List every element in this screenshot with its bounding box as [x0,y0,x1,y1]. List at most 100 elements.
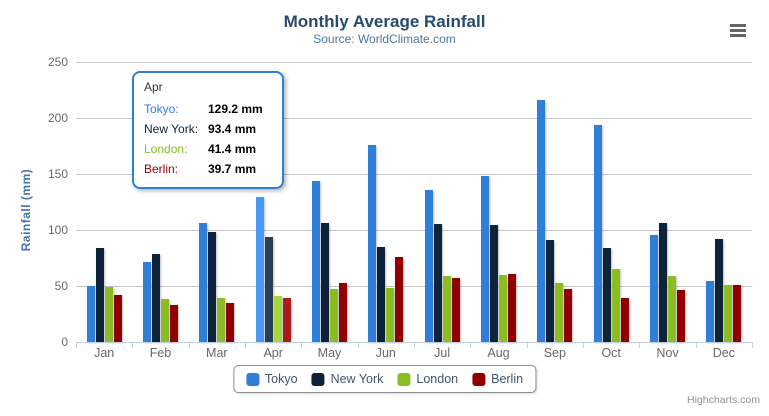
bar-new-york-mar[interactable] [208,231,217,342]
bar-london-may[interactable] [330,289,338,342]
legend: Tokyo New York London Berlin [232,365,537,393]
bar-berlin-sep[interactable] [564,288,573,342]
bar-tokyo-feb[interactable] [143,261,151,342]
x-axis-tick [639,342,641,348]
bar-new-york-jan[interactable] [95,248,104,342]
legend-swatch-london [397,372,411,386]
x-axis-tick [752,342,753,348]
bar-london-jan[interactable] [104,287,113,342]
bar-tokyo-apr[interactable] [255,197,264,342]
bar-new-york-feb[interactable] [152,253,160,342]
bar-new-york-aug[interactable] [490,225,498,342]
bar-new-york-oct[interactable] [602,248,611,342]
legend-item-new-york[interactable]: New York [311,372,384,386]
x-axis-tick [526,342,528,348]
bar-new-york-jul[interactable] [433,224,442,342]
tooltip-series-value: 129.2 mm [208,102,263,116]
tooltip: Apr Tokyo: 129.2 mm New York: 93.4 mm London… [132,71,284,189]
y-axis-label-200: 200 [47,111,68,125]
bar-new-york-jun[interactable] [377,247,386,342]
bar-tokyo-sep[interactable] [537,99,546,342]
bar-tokyo-jan[interactable] [86,286,95,342]
bar-new-york-sep[interactable] [546,239,555,342]
bar-berlin-jul[interactable] [451,277,460,342]
legend-swatch-new-york [311,372,325,386]
bar-berlin-oct[interactable] [620,298,629,342]
tooltip-series-value: 41.4 mm [208,142,257,156]
bar-london-sep[interactable] [555,283,564,342]
legend-item-london[interactable]: London [397,372,458,386]
bar-london-aug[interactable] [499,275,507,342]
bar-berlin-apr[interactable] [282,297,291,342]
chart-subtitle: Source: WorldClimate.com [313,32,456,46]
tooltip-row-new-york-: New York: 93.4 mm [144,119,272,139]
tooltip-row-tokyo-: Tokyo: 129.2 mm [144,99,272,119]
bar-tokyo-jun[interactable] [368,144,377,342]
x-axis-label-feb: Feb [149,346,172,360]
x-axis-label-jun: Jun [375,346,396,360]
tooltip-series-value: 93.4 mm [208,122,257,136]
bar-berlin-feb[interactable] [170,304,178,342]
legend-label: London [416,372,459,386]
x-axis-label-sep: Sep [543,346,566,360]
x-axis-tick [695,342,697,348]
tooltip-series-name: Berlin: [144,162,179,176]
bar-tokyo-aug[interactable] [481,175,489,342]
legend-label: New York [330,372,384,386]
x-axis-tick [76,342,77,348]
bar-berlin-dec[interactable] [733,284,742,342]
x-axis-label-dec: Dec [712,346,735,360]
bar-tokyo-nov[interactable] [650,234,658,342]
x-axis-tick [357,342,359,348]
gridline-200 [76,118,752,119]
legend-label: Berlin [491,372,524,386]
tooltip-series-name: New York: [144,122,199,136]
x-axis-tick [132,342,134,348]
x-axis-label-jul: Jul [434,346,451,360]
tooltip-series-name: Tokyo: [144,102,179,116]
bar-new-york-nov[interactable] [659,222,667,342]
gridline-50 [76,286,752,287]
bar-london-oct[interactable] [611,268,620,342]
gridline-250 [76,62,752,63]
x-axis-tick [188,342,190,348]
bar-new-york-apr[interactable] [264,237,273,342]
bar-london-jul[interactable] [442,275,451,342]
bar-berlin-mar[interactable] [226,303,235,342]
x-axis-label-apr: Apr [263,346,283,360]
bar-london-mar[interactable] [217,297,226,342]
tooltip-series-value: 39.7 mm [208,162,257,176]
bar-tokyo-jul[interactable] [424,190,433,342]
bar-berlin-may[interactable] [339,283,347,342]
bar-london-nov[interactable] [668,275,676,342]
x-axis-tick [301,342,303,348]
y-axis-label-0: 0 [61,335,68,349]
tooltip-rows: Tokyo: 129.2 mm New York: 93.4 mm London: 41.… [144,99,272,179]
bar-london-feb[interactable] [161,298,169,342]
bar-tokyo-may[interactable] [312,180,320,342]
bar-berlin-jan[interactable] [113,294,122,342]
bar-london-dec[interactable] [724,284,733,342]
y-axis-label-250: 250 [47,55,68,69]
bar-tokyo-dec[interactable] [706,281,715,342]
bar-berlin-aug[interactable] [508,274,516,342]
y-axis-label-50: 50 [54,279,68,293]
bar-tokyo-oct[interactable] [593,124,602,342]
bar-new-york-may[interactable] [321,223,329,342]
bar-new-york-dec[interactable] [715,238,724,342]
x-axis-label-aug: Aug [487,346,510,360]
legend-swatch-berlin [472,372,486,386]
x-axis-tick [245,342,246,348]
gridline-150 [76,174,752,175]
bar-london-apr[interactable] [273,295,282,342]
bar-tokyo-mar[interactable] [199,222,208,342]
export-menu-button[interactable] [730,20,752,40]
legend-item-berlin[interactable]: Berlin [472,372,523,386]
legend-item-tokyo[interactable]: Tokyo [245,372,298,386]
bar-london-jun[interactable] [386,287,395,342]
bar-berlin-nov[interactable] [677,289,685,342]
x-axis-label-mar: Mar [206,346,228,360]
bar-berlin-jun[interactable] [395,257,404,342]
x-axis-label-oct: Oct [601,346,621,360]
credits-link[interactable]: Highcharts.com [687,394,760,406]
